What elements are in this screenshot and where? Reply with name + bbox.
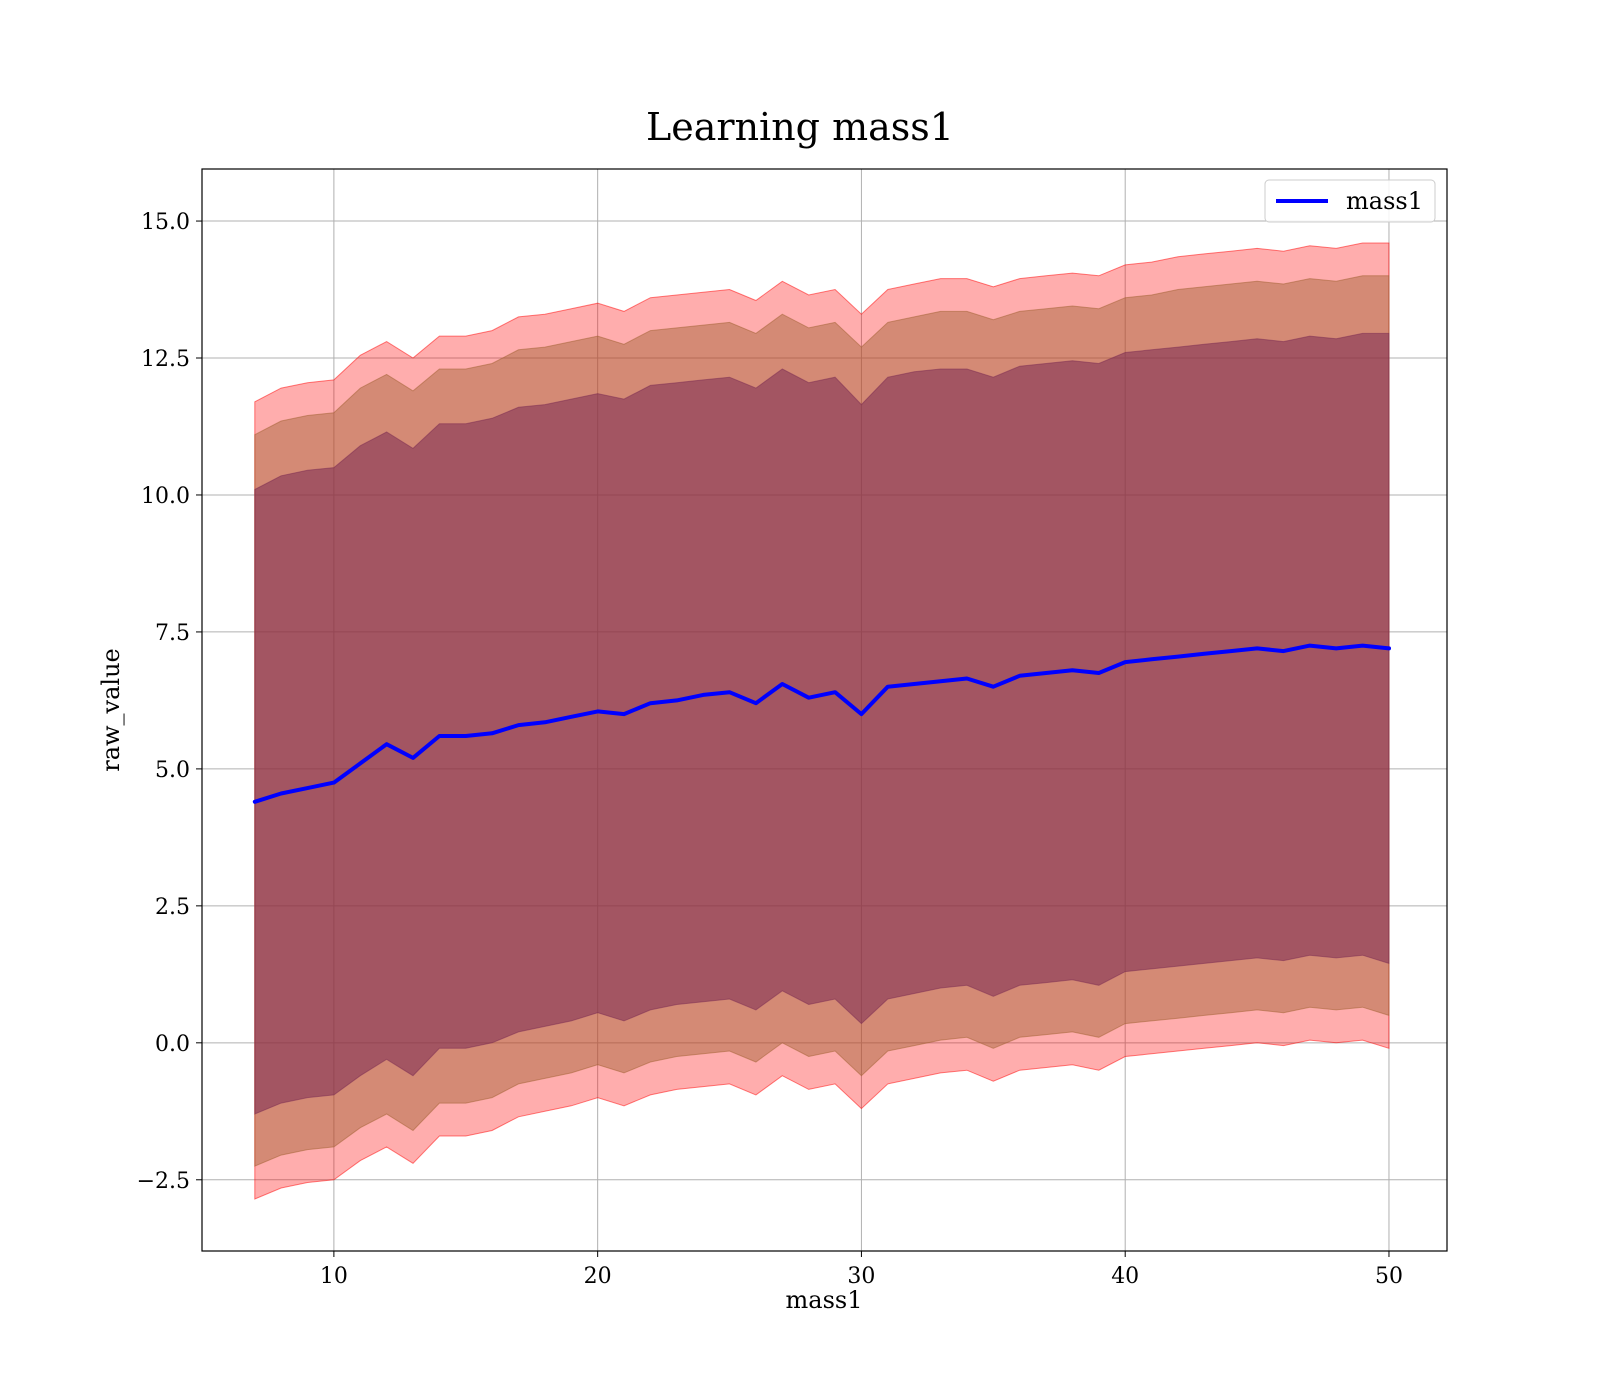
y-tick-label: 2.5	[155, 895, 190, 920]
legend: mass1	[1264, 179, 1436, 223]
data-point	[385, 742, 389, 746]
y-tick-label: −2.5	[137, 1169, 190, 1194]
data-point	[1149, 657, 1154, 661]
data-point	[1229, 649, 1233, 653]
legend-label: mass1	[1346, 187, 1423, 215]
data-point	[279, 791, 283, 796]
plot-frame	[201, 168, 1448, 1252]
data-point	[807, 696, 811, 700]
data-point	[1097, 671, 1101, 675]
data-point	[437, 734, 441, 738]
data-point	[1281, 649, 1286, 653]
data-point	[490, 731, 494, 735]
data-point	[305, 786, 310, 790]
y-axis-ticks: −2.5 0.0 2.5 5.0 7.5 10.0 12.5 15.0	[137, 210, 202, 1194]
data-point	[569, 715, 573, 719]
data-point	[1202, 652, 1206, 656]
data-point	[596, 709, 600, 713]
data-point	[648, 701, 653, 705]
data-point	[780, 682, 784, 686]
data-point	[1255, 646, 1259, 650]
data-point	[1334, 646, 1338, 650]
series-lines	[252, 643, 1391, 804]
chart-title: Learning mass1	[646, 105, 954, 149]
data-point	[701, 693, 705, 697]
data-point	[1308, 644, 1312, 648]
data-point	[516, 723, 521, 727]
data-point	[886, 685, 890, 689]
data-point	[332, 780, 336, 785]
data-point	[833, 690, 837, 694]
y-axis-label: raw_value	[97, 648, 125, 772]
data-point	[464, 734, 468, 738]
data-point	[859, 712, 864, 716]
data-point	[411, 756, 415, 760]
data-point	[1387, 646, 1391, 650]
x-tick-label: 50	[1375, 1264, 1403, 1289]
data-point	[622, 712, 626, 716]
y-tick-label: 10.0	[141, 484, 190, 509]
y-tick-label: 15.0	[141, 210, 190, 235]
x-tick-label: 30	[847, 1264, 875, 1289]
x-tick-label: 10	[320, 1264, 348, 1289]
band-inner	[254, 332, 1390, 1115]
data-point	[358, 761, 362, 766]
data-point	[1018, 674, 1022, 678]
legend-box	[1264, 179, 1436, 223]
series-line-0	[252, 643, 1391, 804]
data-point	[754, 701, 758, 705]
data-point	[1044, 671, 1048, 675]
x-axis-ticks: 10 20 30 40 50	[320, 1251, 1403, 1289]
data-point	[1070, 668, 1075, 672]
y-tick-label: 7.5	[155, 621, 190, 646]
x-tick-label: 20	[584, 1264, 612, 1289]
data-point	[965, 676, 969, 681]
data-point	[543, 720, 547, 724]
data-point	[1360, 644, 1365, 648]
x-axis-label: mass1	[786, 1286, 863, 1314]
y-tick-label: 0.0	[155, 1032, 190, 1057]
y-tick-label: 5.0	[155, 758, 190, 783]
data-point	[912, 682, 916, 686]
x-tick-label: 40	[1111, 1264, 1139, 1289]
data-point	[675, 698, 679, 703]
data-point	[727, 690, 732, 694]
data-point	[991, 685, 995, 689]
data-point	[253, 800, 257, 804]
confidence-bands	[254, 242, 1390, 1200]
y-tick-label: 12.5	[141, 347, 190, 372]
data-point	[938, 679, 943, 683]
data-point	[1123, 660, 1127, 664]
data-point	[1176, 654, 1180, 659]
